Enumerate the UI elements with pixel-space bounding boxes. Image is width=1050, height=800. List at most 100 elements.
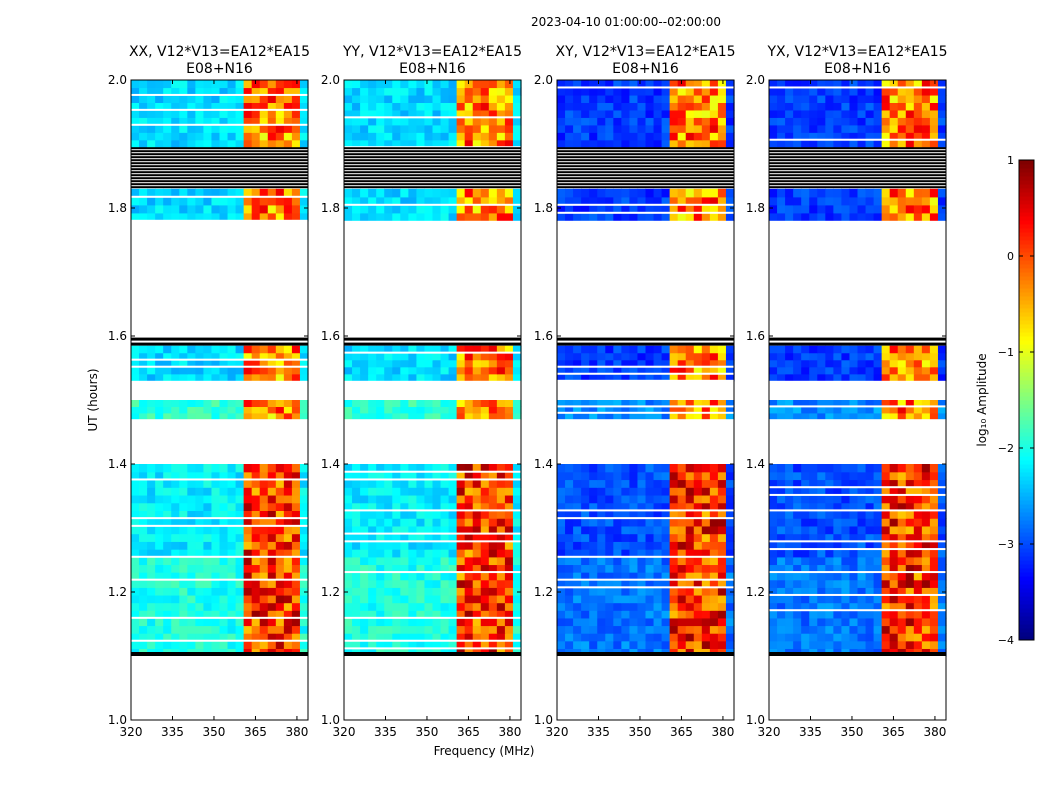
x-tick-label: 365 bbox=[670, 725, 693, 739]
y-tick-label: 1.8 bbox=[321, 201, 340, 215]
y-tick-label: 1.4 bbox=[321, 457, 340, 471]
colorbar-cell bbox=[1019, 416, 1034, 421]
colorbar-cell bbox=[1019, 372, 1034, 377]
colorbar-cell bbox=[1019, 484, 1034, 489]
panel-title-line2: E08+N16 bbox=[824, 61, 891, 77]
colorbar-cell bbox=[1019, 608, 1034, 613]
colorbar-cell bbox=[1019, 440, 1034, 445]
colorbar-cell bbox=[1019, 244, 1034, 249]
y-tick-label: 2.0 bbox=[746, 73, 765, 87]
colorbar-cell bbox=[1019, 576, 1034, 581]
colorbar-cell bbox=[1019, 216, 1034, 221]
colorbar-cell bbox=[1019, 472, 1034, 477]
x-tick-label: 365 bbox=[457, 725, 480, 739]
colorbar-cell bbox=[1019, 228, 1034, 233]
colorbar-tick-label: −1 bbox=[998, 346, 1014, 359]
colorbar-cell bbox=[1019, 376, 1034, 381]
x-tick-label: 365 bbox=[882, 725, 905, 739]
colorbar-cell bbox=[1019, 420, 1034, 425]
x-tick-label: 380 bbox=[498, 725, 521, 739]
colorbar-cell bbox=[1019, 592, 1034, 597]
colorbar-cell bbox=[1019, 604, 1034, 609]
colorbar-cell bbox=[1019, 188, 1034, 193]
colorbar: 1 0 −1 −2 −3 −4 bbox=[998, 154, 1035, 647]
colorbar-cell bbox=[1019, 452, 1034, 457]
flagged-rows bbox=[131, 147, 308, 720]
colorbar-cell bbox=[1019, 200, 1034, 205]
colorbar-cell bbox=[1019, 412, 1034, 417]
colorbar-cell bbox=[1019, 464, 1034, 469]
colorbar-cell bbox=[1019, 524, 1034, 529]
colorbar-cell bbox=[1019, 544, 1034, 549]
colorbar-cell bbox=[1019, 532, 1034, 537]
y-tick-label: 1.2 bbox=[108, 585, 127, 599]
heatmap-cells bbox=[557, 80, 735, 657]
colorbar-cell bbox=[1019, 284, 1034, 289]
y-tick-label: 1.0 bbox=[534, 713, 553, 727]
colorbar-cell bbox=[1019, 392, 1034, 397]
x-tick-label: 350 bbox=[629, 725, 652, 739]
y-tick-label: 1.2 bbox=[746, 585, 765, 599]
colorbar-cell bbox=[1019, 556, 1034, 561]
colorbar-cell bbox=[1019, 500, 1034, 505]
x-tick-label: 335 bbox=[799, 725, 822, 739]
colorbar-tick-label: 0 bbox=[1007, 250, 1014, 263]
colorbar-cell bbox=[1019, 256, 1034, 261]
colorbar-cell bbox=[1019, 320, 1034, 325]
colorbar-cell bbox=[1019, 232, 1034, 237]
flagged-rows bbox=[769, 147, 946, 720]
colorbar-cell bbox=[1019, 536, 1034, 541]
colorbar-cell bbox=[1019, 240, 1034, 245]
colorbar-cell bbox=[1019, 264, 1034, 269]
panel-frame bbox=[130, 79, 309, 721]
colorbar-cell bbox=[1019, 344, 1034, 349]
colorbar-cell bbox=[1019, 624, 1034, 629]
colorbar-cell bbox=[1019, 260, 1034, 265]
colorbar-cell bbox=[1019, 520, 1034, 525]
x-tick-label: 380 bbox=[711, 725, 734, 739]
y-tick-label: 1.6 bbox=[108, 329, 127, 343]
colorbar-cell bbox=[1019, 348, 1034, 353]
panel-title-line1: YY, V12*V13=EA12*EA15 bbox=[342, 44, 522, 60]
y-tick-label: 2.0 bbox=[108, 73, 127, 87]
colorbar-cell bbox=[1019, 304, 1034, 309]
x-tick-label: 320 bbox=[546, 725, 569, 739]
panel-frame bbox=[768, 79, 947, 721]
colorbar-cell bbox=[1019, 316, 1034, 321]
colorbar-tick-label: −2 bbox=[998, 442, 1014, 455]
colorbar-cell bbox=[1019, 252, 1034, 257]
colorbar-cell bbox=[1019, 220, 1034, 225]
colorbar-cell bbox=[1019, 276, 1034, 281]
colorbar-cell bbox=[1019, 632, 1034, 637]
panel-title-line1: XY, V12*V13=EA12*EA15 bbox=[555, 44, 735, 60]
colorbar-cell bbox=[1019, 168, 1034, 173]
colorbar-cell bbox=[1019, 384, 1034, 389]
colorbar-cell bbox=[1019, 388, 1034, 393]
colorbar-cell bbox=[1019, 172, 1034, 177]
colorbar-cell bbox=[1019, 548, 1034, 553]
colorbar-cell bbox=[1019, 528, 1034, 533]
colorbar-cell bbox=[1019, 324, 1034, 329]
y-tick-label: 1.2 bbox=[321, 585, 340, 599]
colorbar-cell bbox=[1019, 272, 1034, 277]
suptitle: 2023-04-10 01:00:00--02:00:00 bbox=[531, 15, 721, 29]
panel-title-line2: E08+N16 bbox=[612, 61, 679, 77]
colorbar-cell bbox=[1019, 292, 1034, 297]
colorbar-cell bbox=[1019, 636, 1034, 641]
y-tick-label: 1.4 bbox=[746, 457, 765, 471]
colorbar-cell bbox=[1019, 628, 1034, 633]
x-tick-label: 380 bbox=[285, 725, 308, 739]
x-tick-label: 335 bbox=[587, 725, 610, 739]
colorbar-tick-label: −4 bbox=[998, 634, 1014, 647]
y-tick-label: 1.0 bbox=[108, 713, 127, 727]
y-axis-label: UT (hours) bbox=[86, 368, 100, 431]
x-tick-label: 320 bbox=[758, 725, 781, 739]
heatmap-cells bbox=[769, 80, 947, 657]
colorbar-cell bbox=[1019, 204, 1034, 209]
colorbar-cell bbox=[1019, 308, 1034, 313]
colorbar-cell bbox=[1019, 332, 1034, 337]
colorbar-cell bbox=[1019, 300, 1034, 305]
x-axis-label: Frequency (MHz) bbox=[434, 744, 535, 758]
colorbar-cell bbox=[1019, 160, 1034, 165]
